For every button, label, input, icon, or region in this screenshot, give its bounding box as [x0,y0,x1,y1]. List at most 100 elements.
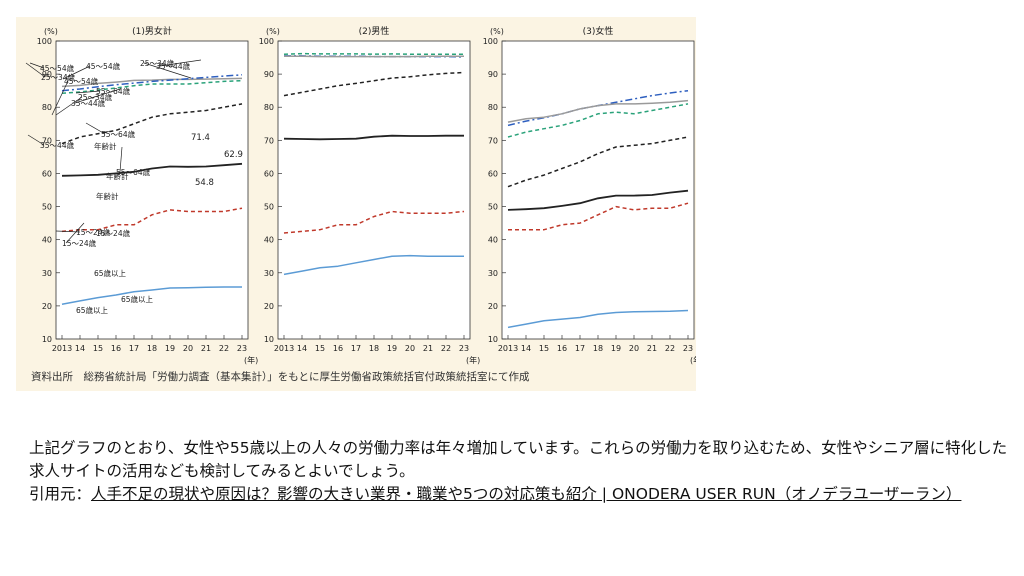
y-tick-label: 90 [264,70,274,79]
x-tick-label: 23 [459,344,469,353]
y-unit-label: (%) [44,27,58,36]
x-tick-label: 15 [93,344,103,353]
y-tick-label: 60 [264,169,274,178]
y-tick-label: 80 [42,103,52,112]
series-line-total [507,189,689,211]
y-tick-label: 30 [42,269,52,278]
series-line-age55_64 [61,103,243,145]
series-line-age65plus [283,254,464,276]
article-text: 上記グラフのとおり、女性や55歳以上の人々の労働力率は年々増加しています。これら… [29,437,1009,506]
series-label: 25～34歳 [140,58,175,68]
y-tick-label: 20 [264,302,274,311]
labor-force-participation-figure: (1)男女計 (%) (年) 10 20 30 40 50 60 70 80 90 100 2013 14 1… [16,17,696,391]
end-value-label: 54.8 [195,178,214,188]
citation-prefix: 引用元： [29,485,92,503]
leader-line [55,96,83,116]
x-tick-label: 17 [129,344,139,353]
x-tick-label: 22 [665,344,675,353]
x-tick-label: 18 [593,344,603,353]
x-tick-label: 21 [201,344,211,353]
series-label: 35～44歳 [71,98,106,108]
y-tick-label: 80 [264,103,274,112]
series-line-age15_24 [508,202,689,231]
series-label: 55～64歳 [101,129,136,139]
series-line-age25_34 [61,77,243,88]
series-label: 25～34歳 [78,92,113,102]
panel-title: (2)男性 [359,25,390,37]
y-tick-label: 90 [488,70,498,79]
plot-area [501,40,695,340]
x-tick-label: 14 [297,344,307,353]
x-tick-label: 17 [575,344,585,353]
series-line-age25_34 [507,99,689,123]
y-tick-label: 80 [488,103,498,112]
y-tick-label: 100 [483,37,498,46]
leader-line [51,80,69,116]
leader-line [85,122,106,135]
x-tick-label: 20 [183,344,193,353]
end-value-label: 62.9 [224,150,243,160]
y-tick-label: 70 [264,136,274,145]
citation-link[interactable]: 人手不足の現状や原因は？影響の大きい業界・職業や5つの対応策も紹介 | ONOD… [91,485,962,503]
y-tick-label: 20 [42,302,52,311]
x-tick-label: 20 [405,344,415,353]
y-tick-label: 60 [488,169,498,178]
series-line-age45_54 [61,74,243,92]
series-line-age15_24 [283,210,465,234]
series-line-total [61,162,243,177]
y-unit-label: (%) [490,27,504,36]
x-tick-label: 2013 [52,344,72,353]
y-tick-label: 40 [488,236,498,245]
y-tick-label: 60 [42,169,52,178]
series-label: 55～64歳 [116,167,151,177]
leader-line [65,222,85,244]
x-tick-label: 18 [369,344,379,353]
x-tick-label: 22 [441,344,451,353]
y-tick-label: 70 [488,136,498,145]
series-line-age65plus [507,309,689,329]
x-tick-label: 14 [521,344,531,353]
y-tick-label: 30 [488,269,498,278]
y-tick-label: 70 [42,136,52,145]
series-label: 35～44歳 [156,61,191,71]
y-tick-label: 50 [264,203,274,212]
y-tick-label: 40 [264,236,274,245]
y-tick-label: 10 [42,335,52,344]
x-tick-label: 23 [237,344,247,353]
series-label: 15～24歳 [62,238,97,248]
leader-line [74,88,121,104]
series-label: 15～24歳 [76,227,111,237]
leader-line [119,146,123,173]
series-label: 35～44歳 [40,140,75,150]
y-tick-label: 10 [488,335,498,344]
chart-panel-1: (1)男女計 (%) (年) 10 20 30 40 50 60 70 80 90 100 2013 14 1… [37,25,259,365]
x-tick-label: 16 [111,344,121,353]
x-unit-label: (年) [690,355,696,365]
x-tick-label: 19 [165,344,175,353]
series-line-age55_64 [507,136,689,188]
series-label: 年齢計 [106,171,129,181]
x-tick-label: 21 [647,344,657,353]
x-tick-label: 22 [219,344,229,353]
citation: 引用元：人手不足の現状や原因は？影響の大きい業界・職業や5つの対応策も紹介 | … [29,483,1009,506]
y-unit-label: (%) [266,27,280,36]
series-label: 45～54歳 [64,76,99,86]
series-label: 55～64歳 [96,86,131,96]
source-note: 資料出所 総務省統計局「労働力調査（基本集計）」をもとに厚生労働省政策統括官付政… [31,371,530,383]
x-tick-label: 2013 [274,344,294,353]
plot-area [277,40,471,340]
y-tick-label: 100 [37,37,52,46]
x-tick-label: 15 [315,344,325,353]
leader-line [27,134,45,146]
x-tick-label: 23 [683,344,693,353]
x-tick-label: 16 [333,344,343,353]
x-tick-label: 2013 [498,344,518,353]
series-line-total [283,134,464,141]
x-tick-label: 16 [557,344,567,353]
x-tick-label: 21 [423,344,433,353]
panel-title: (3)女性 [583,25,614,37]
series-line-age35_44 [61,79,243,95]
series-label: 年齢計 [96,191,119,201]
series-label: 15～24歳 [96,228,131,238]
